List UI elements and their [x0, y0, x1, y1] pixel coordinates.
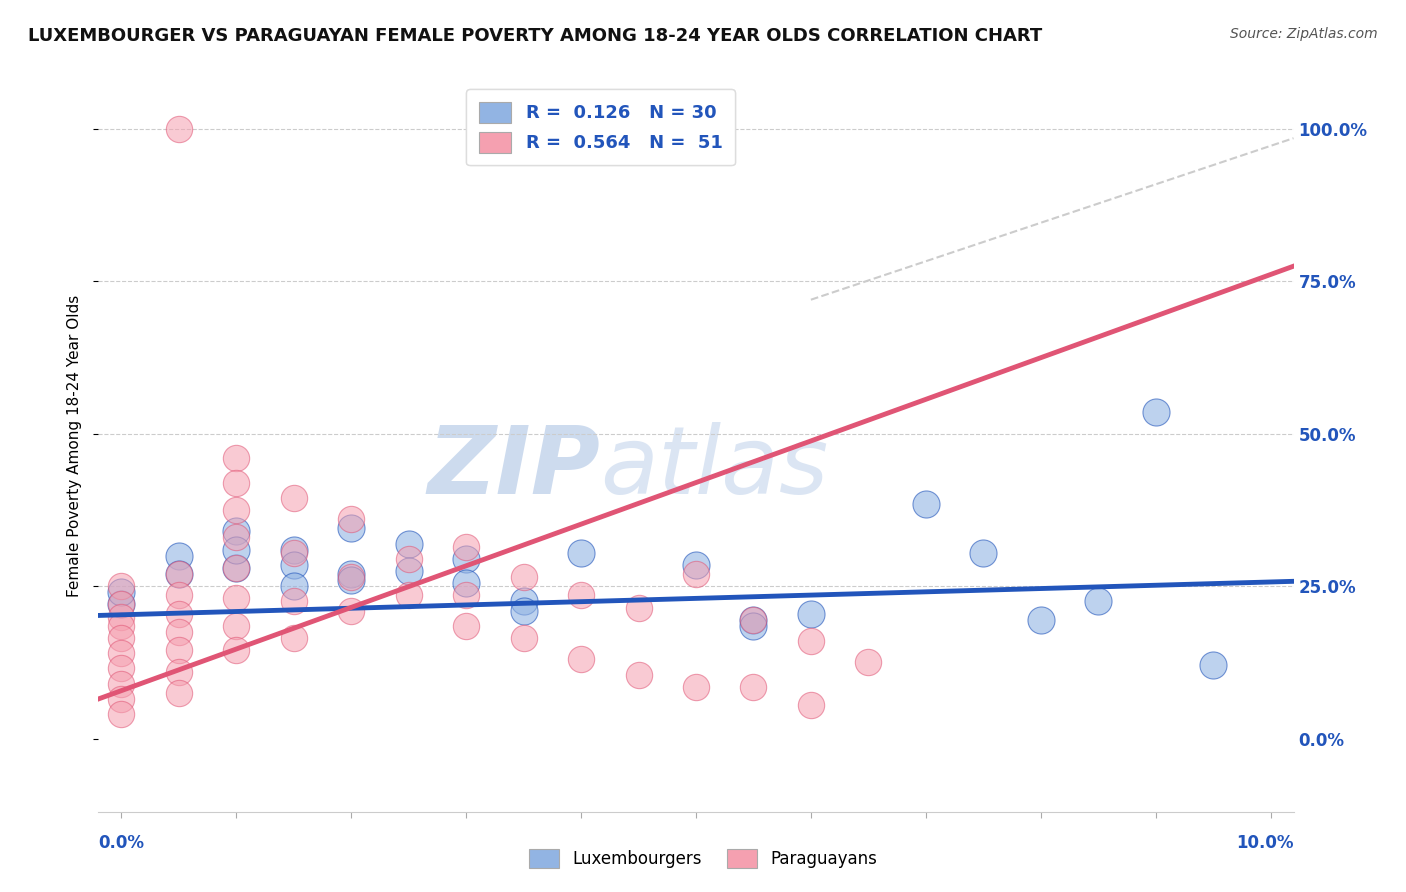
- Point: [167, 665, 190, 679]
- Point: [110, 609, 132, 624]
- Point: [398, 564, 420, 578]
- Point: [1029, 613, 1052, 627]
- Point: [110, 677, 132, 691]
- Point: [456, 619, 478, 633]
- Point: [110, 707, 132, 722]
- Point: [167, 643, 190, 657]
- Point: [398, 551, 420, 566]
- Point: [167, 686, 190, 700]
- Point: [800, 698, 823, 712]
- Point: [1087, 594, 1109, 608]
- Point: [1202, 658, 1225, 673]
- Point: [225, 591, 247, 606]
- Point: [512, 570, 534, 584]
- Point: [398, 536, 420, 550]
- Point: [110, 692, 132, 706]
- Point: [456, 540, 478, 554]
- Point: [627, 667, 650, 681]
- Point: [225, 542, 247, 557]
- Point: [456, 551, 478, 566]
- Point: [225, 530, 247, 544]
- Point: [283, 546, 305, 560]
- Point: [167, 549, 190, 563]
- Legend: R =  0.126   N = 30, R =  0.564   N =  51: R = 0.126 N = 30, R = 0.564 N = 51: [465, 89, 735, 165]
- Point: [225, 503, 247, 517]
- Point: [225, 475, 247, 490]
- Point: [456, 576, 478, 591]
- Point: [456, 588, 478, 602]
- Point: [569, 652, 592, 666]
- Legend: Luxembourgers, Paraguayans: Luxembourgers, Paraguayans: [522, 842, 884, 875]
- Y-axis label: Female Poverty Among 18-24 Year Olds: Female Poverty Among 18-24 Year Olds: [67, 295, 83, 597]
- Point: [569, 588, 592, 602]
- Point: [167, 122, 190, 136]
- Point: [110, 579, 132, 593]
- Point: [340, 604, 363, 618]
- Point: [742, 619, 765, 633]
- Point: [914, 497, 936, 511]
- Text: atlas: atlas: [600, 423, 828, 514]
- Point: [340, 567, 363, 582]
- Text: LUXEMBOURGER VS PARAGUAYAN FEMALE POVERTY AMONG 18-24 YEAR OLDS CORRELATION CHAR: LUXEMBOURGER VS PARAGUAYAN FEMALE POVERT…: [28, 27, 1042, 45]
- Point: [742, 680, 765, 694]
- Point: [742, 613, 765, 627]
- Point: [225, 451, 247, 466]
- Point: [685, 558, 707, 572]
- Point: [110, 598, 132, 612]
- Point: [627, 600, 650, 615]
- Point: [167, 588, 190, 602]
- Point: [167, 624, 190, 639]
- Point: [225, 524, 247, 539]
- Point: [685, 567, 707, 582]
- Point: [800, 607, 823, 621]
- Point: [512, 594, 534, 608]
- Point: [340, 512, 363, 526]
- Point: [340, 570, 363, 584]
- Point: [167, 607, 190, 621]
- Point: [283, 579, 305, 593]
- Point: [110, 646, 132, 660]
- Point: [225, 619, 247, 633]
- Point: [110, 631, 132, 645]
- Point: [110, 585, 132, 599]
- Point: [110, 598, 132, 612]
- Point: [110, 619, 132, 633]
- Point: [283, 594, 305, 608]
- Point: [167, 567, 190, 582]
- Point: [283, 558, 305, 572]
- Point: [340, 573, 363, 587]
- Text: 10.0%: 10.0%: [1236, 834, 1294, 852]
- Point: [283, 631, 305, 645]
- Point: [340, 521, 363, 535]
- Point: [283, 542, 305, 557]
- Point: [512, 631, 534, 645]
- Point: [858, 656, 880, 670]
- Point: [398, 588, 420, 602]
- Point: [225, 643, 247, 657]
- Point: [800, 634, 823, 648]
- Point: [972, 546, 994, 560]
- Point: [110, 661, 132, 675]
- Text: 0.0%: 0.0%: [98, 834, 145, 852]
- Point: [167, 567, 190, 582]
- Point: [225, 561, 247, 575]
- Point: [283, 491, 305, 505]
- Text: Source: ZipAtlas.com: Source: ZipAtlas.com: [1230, 27, 1378, 41]
- Point: [742, 613, 765, 627]
- Text: ZIP: ZIP: [427, 422, 600, 514]
- Point: [685, 680, 707, 694]
- Point: [512, 604, 534, 618]
- Point: [1144, 405, 1167, 419]
- Point: [225, 561, 247, 575]
- Point: [569, 546, 592, 560]
